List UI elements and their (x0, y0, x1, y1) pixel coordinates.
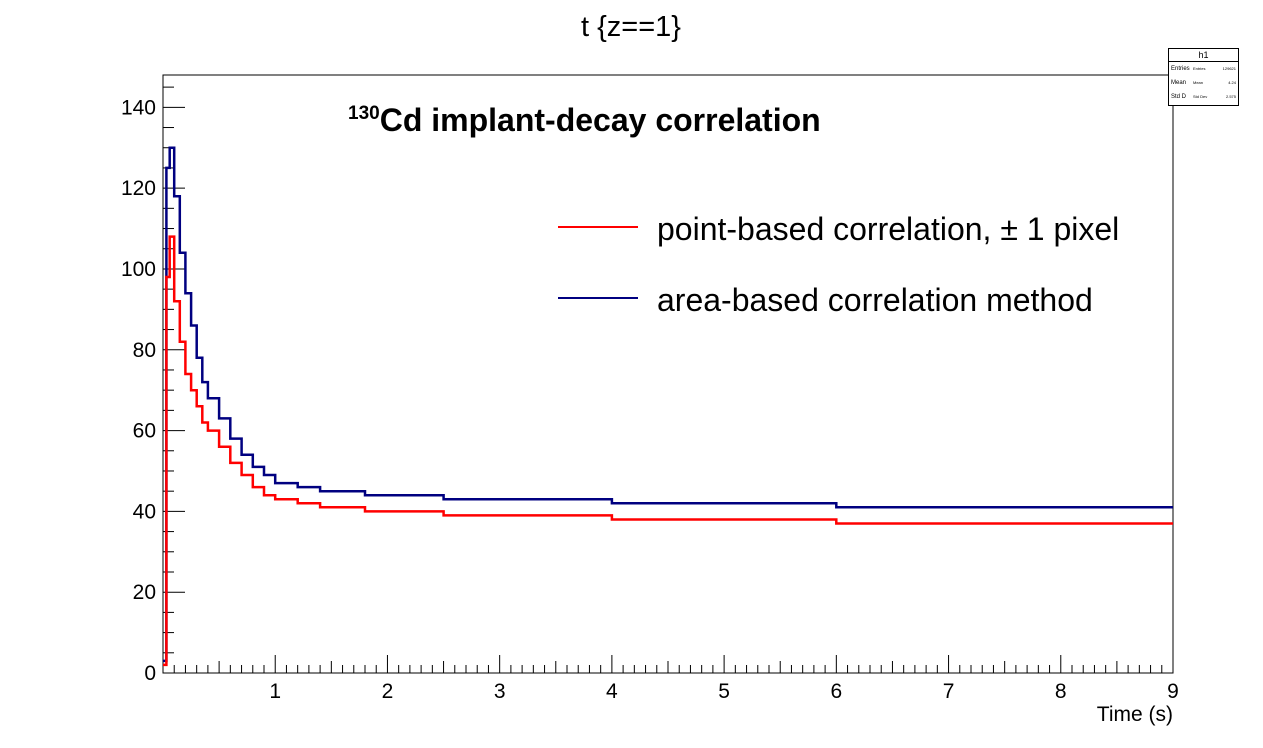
series-area-based (163, 146, 1173, 663)
y-tick-label: 60 (133, 420, 156, 443)
stats-label-inner: Mean (1193, 80, 1204, 85)
x-tick-label: 4 (606, 680, 618, 703)
y-tick-label: 120 (121, 177, 156, 200)
stats-label: Entries (1171, 66, 1190, 72)
y-tick-label: 80 (133, 339, 156, 362)
x-axis-label: Time (s) (1097, 703, 1173, 726)
stats-row-stddev: Std D Std Dev 2.575 (1169, 90, 1238, 104)
stats-value: 129621 (1222, 66, 1236, 71)
y-tick-label: 40 (133, 500, 156, 523)
x-tick-label: 6 (830, 680, 842, 703)
legend: point-based correlation, ± 1 pixel area-… (558, 211, 1119, 318)
legend-label-point: point-based correlation, ± 1 pixel (657, 211, 1119, 247)
stats-label-inner: Entries (1193, 66, 1206, 71)
annotation-text: Cd implant-decay correlation (380, 102, 821, 138)
series-point-based (163, 235, 1173, 667)
y-tick-label: 100 (121, 258, 156, 281)
x-tick-label: 8 (1055, 680, 1067, 703)
stats-label-inner: Std Dev (1193, 94, 1208, 99)
x-tick-label: 9 (1167, 680, 1179, 703)
stats-label: Mean (1171, 80, 1187, 86)
y-tick-label: 0 (144, 662, 156, 685)
stats-box: h1 Entries Entries 129621 Mean Mean 4.24… (1168, 48, 1239, 106)
plot-frame (162, 74, 1174, 674)
legend-label-area: area-based correlation method (657, 282, 1093, 318)
y-tick-label: 140 (121, 96, 156, 119)
stats-row-entries: Entries Entries 129621 (1169, 62, 1238, 76)
annotation-superscript: 130 (348, 103, 380, 124)
stats-value: 4.24 (1228, 80, 1236, 85)
stats-label: Std D (1171, 94, 1187, 100)
x-tick-label: 7 (943, 680, 955, 703)
chart-title: t {z==1} (581, 11, 681, 43)
stats-value: 2.575 (1225, 94, 1236, 99)
x-axis: 1 2 3 4 5 6 7 8 9 (162, 655, 1179, 703)
x-tick-label: 1 (269, 680, 281, 703)
y-tick-label: 20 (133, 581, 156, 604)
y-axis: 0 20 40 60 80 100 120 140 (121, 86, 185, 685)
series-layer (163, 146, 1173, 667)
stats-row-mean: Mean Mean 4.24 (1169, 76, 1238, 90)
x-tick-label: 5 (718, 680, 730, 703)
x-tick-label: 3 (494, 680, 506, 703)
annotation: 130Cd implant-decay correlation (348, 102, 821, 138)
stats-title: h1 (1169, 49, 1238, 62)
x-tick-label: 2 (382, 680, 394, 703)
